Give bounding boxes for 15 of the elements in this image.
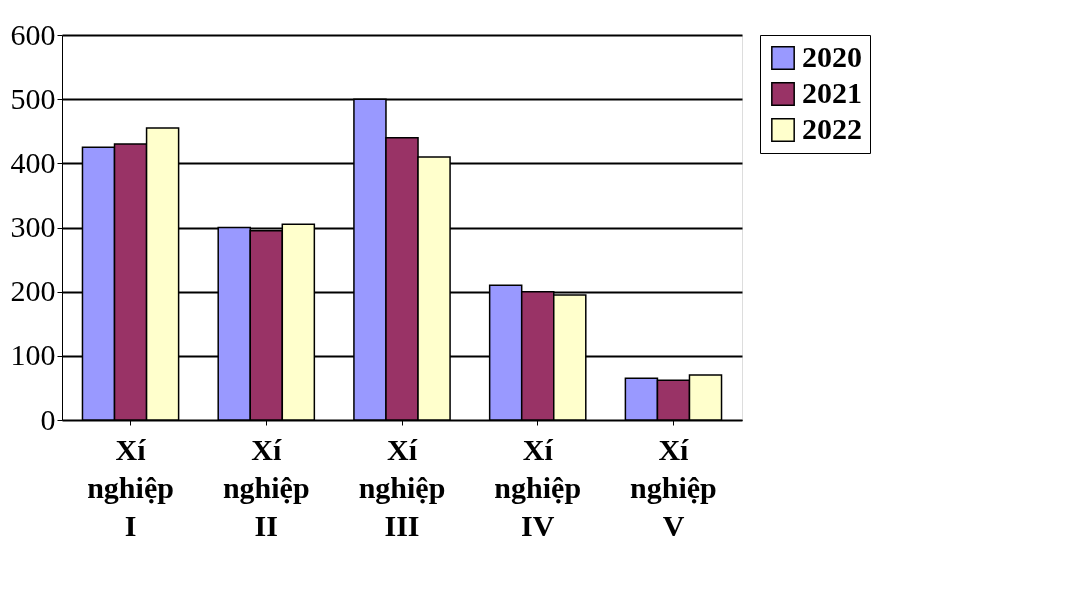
y-tick-label: 300 — [10, 210, 56, 243]
y-tick-label: 100 — [10, 338, 56, 372]
y-tick-label: 400 — [10, 145, 56, 179]
x-tick-label: Xí nghiệp V — [630, 432, 717, 542]
y-tick-label: 200 — [10, 274, 56, 308]
x-tick-label: Xí nghiệp III — [358, 432, 446, 542]
x-tick-label: Xí nghiệp IV — [494, 432, 582, 542]
legend-label: 2021 — [802, 76, 862, 109]
x-tick-label: Xí nghiệp I — [87, 432, 174, 542]
y-tick-label: 500 — [10, 81, 56, 115]
y-tick-label: 600 — [10, 17, 56, 51]
x-tick-label: Xí nghiệp II — [222, 432, 310, 542]
y-tick-label: 0 — [40, 402, 56, 436]
legend-label: 2022 — [802, 112, 862, 145]
legend-label: 2020 — [802, 40, 862, 73]
